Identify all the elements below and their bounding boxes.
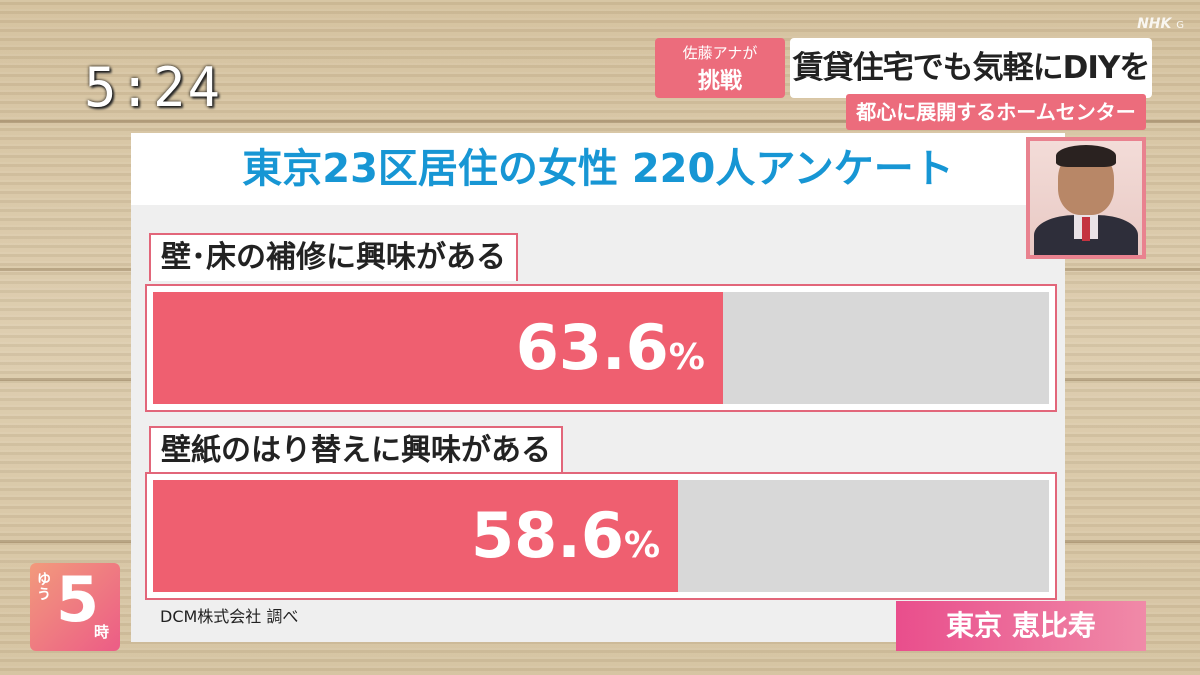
challenge-badge: 佐藤アナが 挑戦 [655, 38, 785, 98]
challenge-what: 挑戦 [697, 69, 742, 94]
program-logo: ゆう 5 時 [30, 563, 120, 651]
bar-value-unit: % [623, 525, 661, 566]
bar-fill [153, 292, 723, 404]
bar-track: 63.6% [153, 292, 1049, 404]
bar-frame: 63.6% [145, 284, 1057, 412]
bar-value-number: 63.6 [515, 311, 669, 384]
channel-letter: G [1176, 20, 1184, 31]
network-name: NHK [1137, 16, 1172, 32]
presenter-hair [1056, 145, 1116, 167]
chart-source: DCM株式会社 調べ [160, 607, 299, 626]
segment-headline: 賃貸住宅でも気軽にDIYを [790, 38, 1152, 98]
bar-value-label: 63.6% [153, 292, 705, 404]
segment-subheadline: 都心に展開するホームセンター [846, 94, 1146, 130]
bar-value-label: 58.6% [153, 480, 660, 592]
bar-category-label: 壁紙のはり替えに興味がある [149, 426, 563, 474]
presenter-thumbnail [1026, 137, 1146, 259]
logo-suffix: 時 [94, 623, 110, 641]
network-logo: NHK G [1137, 16, 1184, 32]
plank-line [0, 120, 1200, 123]
bar-value-unit: % [668, 337, 705, 378]
bar-category-label: 壁･床の補修に興味がある [149, 233, 518, 281]
logo-number: 5 [56, 563, 100, 636]
bar-frame: 58.6% [145, 472, 1057, 600]
logo-small-text: ゆう [37, 572, 51, 603]
presenter-tie [1082, 217, 1090, 241]
broadcast-clock: 5:24 [84, 56, 223, 119]
bar-value-number: 58.6 [470, 499, 624, 572]
location-caption: 東京 恵比寿 [896, 601, 1146, 651]
bar-track: 58.6% [153, 480, 1049, 592]
chart-title: 東京23区居住の女性 220人アンケート [131, 133, 1065, 205]
challenge-who: 佐藤アナが [682, 44, 758, 62]
bar-fill [153, 480, 679, 592]
